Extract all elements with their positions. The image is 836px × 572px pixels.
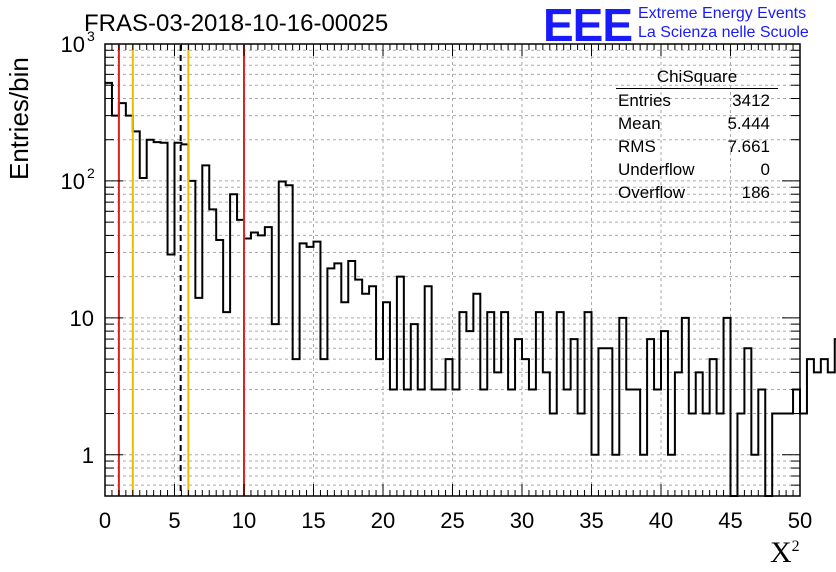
stats-value: 3412 (732, 91, 770, 110)
stats-box: ChiSquare Entries 3412 Mean 5.444 RMS 7.661… (612, 67, 778, 204)
logo-line-1: Extreme Energy Events (638, 5, 807, 22)
y-tick-label: 1 (82, 443, 94, 468)
stats-row: RMS 7.661 (612, 135, 778, 158)
stats-value: 186 (741, 183, 770, 202)
x-axis-label-base: X (770, 536, 792, 569)
x-tick-label: 30 (510, 508, 534, 533)
logo-line-2: La Scienza nelle Scuole (638, 24, 809, 41)
histogram-series (105, 81, 836, 497)
stats-label: Overflow (618, 183, 686, 202)
stats-label: Mean (618, 114, 661, 133)
stats-label: RMS (618, 137, 656, 156)
stats-value: 7.661 (727, 137, 770, 156)
chart-title: FRAS-03-2018-10-16-00025 (84, 10, 389, 37)
x-tick-label: 40 (649, 508, 673, 533)
stats-row: Underflow 0 (612, 158, 778, 181)
stats-title: ChiSquare (616, 67, 778, 89)
axis-ticks (104, 44, 801, 497)
y-tick-label: 10 (61, 32, 85, 57)
x-tick-label: 5 (168, 508, 180, 533)
x-axis-label-sup: 2 (791, 538, 800, 555)
x-tick-labels: 0 5 10 15 20 25 30 35 40 45 50 (99, 508, 812, 533)
stats-row: Overflow 186 (612, 181, 778, 204)
stats-row: Mean 5.444 (612, 112, 778, 135)
y-axis-label: Entries/bin (4, 57, 34, 180)
stats-value: 0 (760, 160, 770, 179)
x-tick-label: 0 (99, 508, 111, 533)
x-axis-label: X2 (770, 536, 800, 570)
x-tick-label: 25 (440, 508, 464, 533)
grid-lines (105, 44, 800, 497)
eee-logo: EEE (543, 0, 633, 51)
y-tick-label-exponent: 2 (87, 165, 95, 181)
y-tick-label: 10 (61, 169, 85, 194)
x-tick-label: 50 (788, 508, 812, 533)
x-tick-label: 20 (371, 508, 395, 533)
x-tick-label: 35 (579, 508, 603, 533)
x-tick-label: 45 (718, 508, 742, 533)
stats-label: Underflow (618, 160, 695, 179)
y-tick-label: 10 (70, 306, 94, 331)
stats-label: Entries (618, 91, 671, 110)
y-tick-label-exponent: 3 (87, 28, 95, 44)
x-tick-label: 10 (232, 508, 256, 533)
x-tick-label: 15 (301, 508, 325, 533)
stats-value: 5.444 (727, 114, 770, 133)
stats-row: Entries 3412 (612, 89, 778, 112)
reference-lines (117, 45, 245, 496)
